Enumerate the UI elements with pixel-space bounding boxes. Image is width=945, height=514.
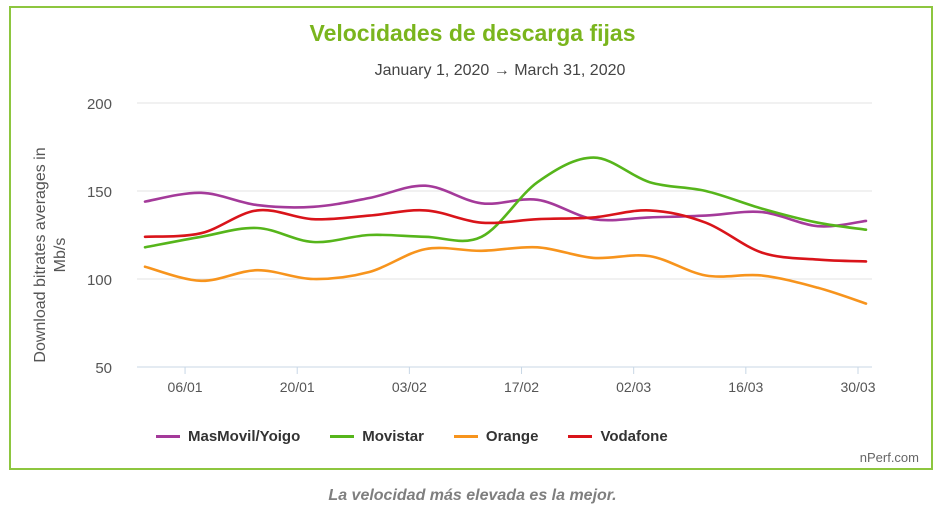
x-tick-label: 17/02 (504, 379, 539, 395)
legend-swatch (156, 435, 180, 438)
chart-subtitle: January 1, 2020 → March 31, 2020 (374, 62, 626, 79)
footnote: La velocidad más elevada es la mejor. (328, 487, 617, 504)
legend-label: MasMovil/Yoigo (188, 428, 301, 445)
chart-legend: MasMovil/Yoigo Movistar Orange Vodafone (156, 428, 698, 445)
y-tick-label: 150 (87, 184, 112, 201)
credit-text: nPerf.com (859, 450, 919, 465)
series-line-vodafone (143, 208, 868, 263)
y-axis-title: Download bitrates averages in Mb/s (32, 147, 69, 362)
legend-swatch (568, 435, 593, 438)
x-tick-label: 20/01 (280, 379, 315, 395)
chart-title: Velocidades de descarga fijas (309, 20, 636, 46)
legend-item-masmovil-yoigo[interactable]: MasMovil/Yoigo (156, 428, 300, 445)
x-tick-label: 16/03 (728, 379, 763, 395)
y-tick-label: 100 (87, 272, 112, 289)
series-line-orange (143, 245, 868, 305)
legend-label: Movistar (362, 428, 424, 445)
x-tick-label: 30/03 (840, 379, 875, 395)
x-tick-label: 03/02 (392, 379, 427, 395)
y-tick-label: 200 (87, 96, 112, 113)
series-line-movistar (143, 156, 868, 249)
legend-label: Vodafone (600, 428, 668, 445)
y-tick-label: 50 (95, 360, 112, 377)
legend-swatch (453, 435, 478, 438)
legend-item-orange[interactable]: Orange (453, 428, 539, 445)
x-tick-label: 02/03 (616, 379, 651, 395)
x-tick-label: 06/01 (168, 379, 203, 395)
legend-label: Orange (485, 428, 539, 445)
series-line-masmovil-yoigo (143, 184, 868, 228)
chart-frame (9, 6, 933, 470)
legend-item-movistar[interactable]: Movistar (330, 428, 424, 445)
legend-swatch (330, 435, 355, 438)
legend-item-vodafone[interactable]: Vodafone (568, 428, 668, 445)
